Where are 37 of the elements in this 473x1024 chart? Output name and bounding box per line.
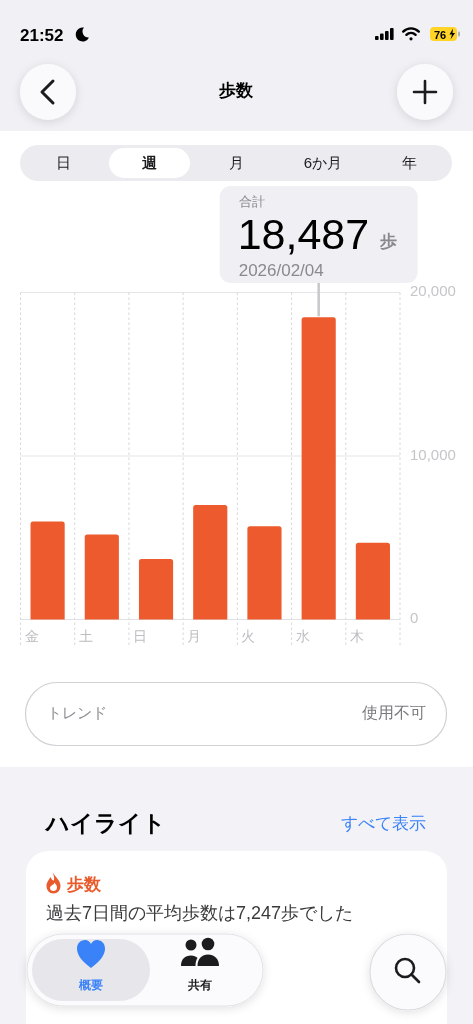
x-tick-label: 火	[241, 627, 256, 644]
annotation: 18,487	[237, 210, 370, 258]
text: 合計	[238, 194, 265, 209]
text: 歩	[378, 232, 397, 251]
text: 6か月	[303, 153, 343, 171]
text: 月	[228, 153, 244, 171]
text: 過去7日間の平均歩数は7,247歩でした	[46, 903, 354, 923]
y-tick-label: 20,000	[410, 282, 456, 300]
text: 年	[401, 153, 417, 171]
text: ハイライト	[44, 810, 166, 836]
x-tick-label: 月	[187, 627, 202, 644]
bar	[247, 526, 282, 620]
text: 概要	[78, 978, 103, 992]
bar	[301, 317, 336, 620]
bar	[193, 505, 228, 620]
x-tick-label: 日	[132, 627, 147, 644]
text: 21:52	[20, 26, 64, 45]
bar	[355, 542, 390, 620]
bar	[84, 534, 119, 620]
bar	[30, 521, 65, 620]
chart-title: 歩数	[218, 81, 254, 101]
text: 歩数	[66, 875, 102, 894]
text: トレンド	[47, 703, 107, 721]
x-tick-label: 木	[349, 627, 364, 644]
x-tick-label: 水	[295, 627, 310, 644]
text: すべて表示	[341, 814, 426, 833]
x-tick-label: 土	[78, 627, 93, 644]
y-tick-label: 10,000	[410, 445, 456, 463]
text: 使用不可	[362, 704, 426, 722]
y-tick-label: 0	[410, 609, 419, 627]
text: 2026/02/04	[238, 261, 324, 280]
bar	[138, 559, 174, 620]
text: 76	[433, 28, 447, 41]
x-tick-label: 金	[24, 627, 39, 644]
text: 週	[140, 153, 158, 171]
text: 日	[55, 153, 71, 171]
text: 共有	[187, 978, 212, 992]
